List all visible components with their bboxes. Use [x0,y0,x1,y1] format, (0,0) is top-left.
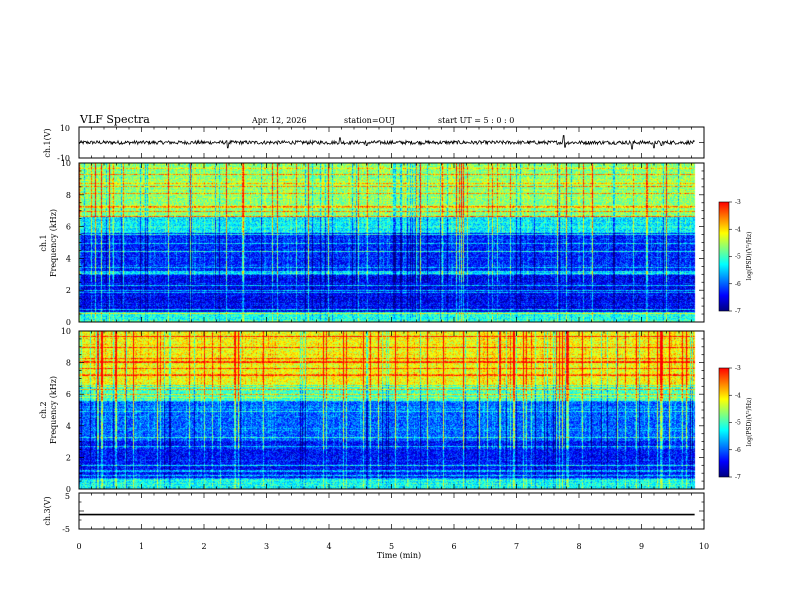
colorbar-tick-label: -5 [735,420,741,427]
ch1-waveform-panel: 10 -10 ch.1(V) [43,124,705,163]
ch1-spectrogram-ytick-labels: 0 2 4 6 8 10 [61,159,71,327]
time-tick-label: 0 [76,542,81,551]
time-tick-label: 10 [699,542,709,551]
ch3-ytick-bottom: -5 [62,525,70,534]
ch3-waveform-ticks [78,492,705,530]
time-tick-label: 6 [451,542,456,551]
frequency-tick-label: 10 [61,159,71,168]
time-tick-label: 3 [264,542,269,551]
ch3-waveform-frame [78,492,705,530]
colorbar-tick-label: -4 [735,392,741,399]
ch2-colorbar-gradient [719,368,729,477]
colorbar-tick-label: -3 [735,199,741,206]
ch2-colorbar-tick-labels: -3 -4 -5 -6 -7 [729,365,741,481]
colorbar-tick-label: -7 [735,308,741,315]
colorbar-tick-label: -4 [735,226,741,233]
ch1-colorbar-gradient [719,202,729,311]
ch3-waveform-ylabel: ch.3(V) [43,496,52,525]
ch2-colorbar: -3 -4 -5 -6 -7 log(PSD)(V²/Hz) [718,365,753,481]
ch2-spectrogram-heatmap [79,331,704,489]
time-tick-label: 9 [639,542,644,551]
ch1-colorbar: -3 -4 -5 -6 -7 log(PSD)(V²/Hz) [718,199,753,315]
ch1-waveform-ticks [78,126,705,159]
time-axis-tick-labels: 0 1 2 3 4 5 6 7 8 9 10 [76,542,709,551]
frequency-tick-label: 8 [66,359,71,368]
time-tick-label: 8 [576,542,581,551]
ch2-colorbar-label: log(PSD)(V²/Hz) [746,398,753,447]
ch3-ytick-top: 5 [65,492,70,501]
ch1-waveform-trace [78,135,695,150]
colorbar-tick-label: -6 [735,447,741,454]
colorbar-tick-label: -3 [735,365,741,372]
colorbar-tick-label: -7 [735,474,741,481]
frequency-tick-label: 0 [66,485,71,494]
time-tick-label: 5 [389,542,394,551]
ch1-ytick-bottom: -10 [57,154,70,163]
time-tick-label: 1 [139,542,144,551]
time-tick-label: 7 [514,542,519,551]
ch2-spectrogram-ylabel-frequency: Frequency (kHz) [49,376,58,444]
ch3-waveform-panel: 5 -5 ch.3(V) [43,492,705,534]
time-axis-label: Time (min) [377,551,421,560]
ch1-waveform-ylabel: ch.1(V) [43,128,52,157]
ch1-colorbar-tick-labels: -3 -4 -5 -6 -7 [729,199,741,315]
ch1-spectrogram-ylabel-frequency: Frequency (kHz) [49,209,58,277]
frequency-tick-label: 2 [66,453,71,462]
frequency-tick-label: 0 [66,318,71,327]
ch2-spectrogram-ticks [78,330,705,490]
frequency-tick-label: 10 [61,327,71,336]
frequency-tick-label: 4 [66,422,71,431]
figure-title: VLF Spectra [79,113,150,126]
colorbar-tick-label: -5 [735,254,741,261]
ch2-spectrogram-panel: 0 2 4 6 8 10 ch.2 Frequency (kHz) [39,327,705,494]
ch2-spectrogram-ylabel-channel: ch.2 [39,401,48,418]
frequency-tick-label: 8 [66,191,71,200]
colorbar-tick-label: -6 [735,281,741,288]
ch1-spectrogram-heatmap [79,163,704,322]
header-station: station=OUJ [344,116,395,125]
ch1-ytick-top: 10 [60,124,70,133]
frequency-tick-label: 6 [66,223,71,232]
ch1-colorbar-label: log(PSD)(V²/Hz) [746,232,753,281]
ch1-spectrogram-ticks [78,162,705,323]
frequency-tick-label: 2 [66,286,71,295]
header-date: Apr. 12, 2026 [251,116,307,125]
header-start-ut: start UT = 5 : 0 : 0 [438,116,514,125]
ch1-spectrogram-ylabel-channel: ch.1 [39,234,48,251]
ch2-spectrogram-ytick-labels: 0 2 4 6 8 10 [61,327,71,494]
time-tick-label: 4 [326,542,331,551]
ch1-spectrogram-panel: 0 2 4 6 8 10 ch.1 Frequency (kHz) [39,159,705,327]
frequency-tick-label: 4 [66,254,71,263]
frequency-tick-label: 6 [66,390,71,399]
time-tick-label: 2 [201,542,206,551]
